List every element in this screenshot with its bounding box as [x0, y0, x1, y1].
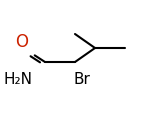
Text: H₂N: H₂N: [3, 72, 32, 88]
Text: O: O: [16, 33, 29, 51]
Text: Br: Br: [74, 72, 90, 88]
